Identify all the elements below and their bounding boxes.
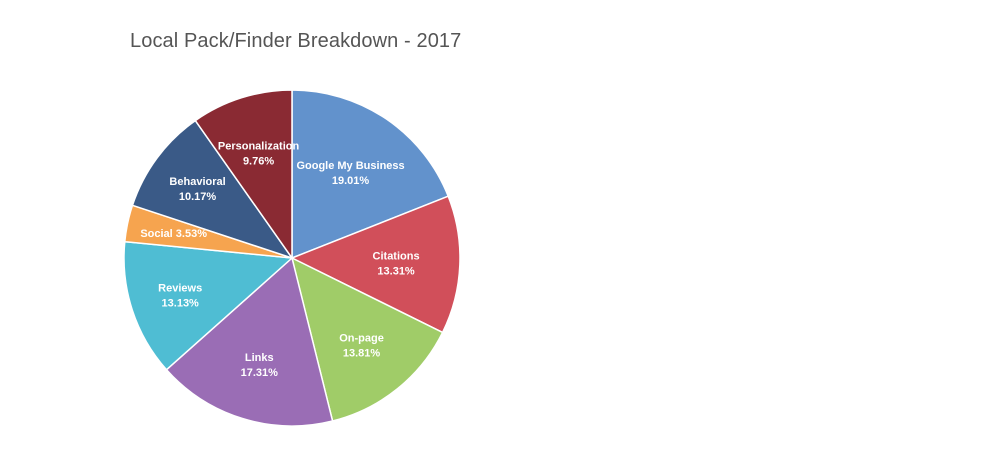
slice-label-name: Social [140,228,175,240]
slice-label-name: Citations [373,250,420,262]
slice-label-social: Social 3.53% [140,228,207,240]
slice-label-name: On-page [339,332,384,344]
slice-label-links: Links 17.31% [241,352,279,379]
slice-label-name: Google My Business [296,160,404,172]
slice-label-personalization: Personalization 9.76% [218,140,300,167]
slice-label-value: 13.31% [377,265,415,277]
slice-label-value: 13.81% [343,347,381,359]
slice-label-value: 19.01% [332,175,370,187]
slice-label-citations: Citations 13.31% [373,250,420,277]
slice-label-name: Behavioral [169,176,225,188]
slice-label-value: 3.53% [176,228,207,240]
slice-citations [290,195,461,334]
slice-label-value: 17.31% [241,367,279,379]
slice-reviews [123,240,294,371]
slice-label-value: 13.13% [162,297,200,309]
slice-label-name: Reviews [158,282,202,294]
slice-label-on-page: On-page 13.81% [339,332,384,359]
slice-on-page [290,256,444,422]
slice-personalization [194,89,293,261]
slice-links [165,256,334,427]
slice-label-name: Personalization [218,140,300,152]
slice-label-google-my-business: Google My Business 19.01% [296,160,404,187]
slice-label-behavioral: Behavioral 10.17% [169,176,225,203]
slice-behavioral [131,119,294,260]
chart-title: Local Pack/Finder Breakdown - 2017 [130,30,462,52]
slice-label-value: 10.17% [179,191,217,203]
pie-labels: Google My Business 19.01% Citations 13.31% O… [140,140,419,379]
slice-google-my-business [291,89,450,260]
slice-label-value: 9.76% [243,155,274,167]
pie-slices [123,89,461,427]
slice-label-reviews: Reviews 13.13% [158,282,202,309]
slice-label-name: Links [245,352,274,364]
